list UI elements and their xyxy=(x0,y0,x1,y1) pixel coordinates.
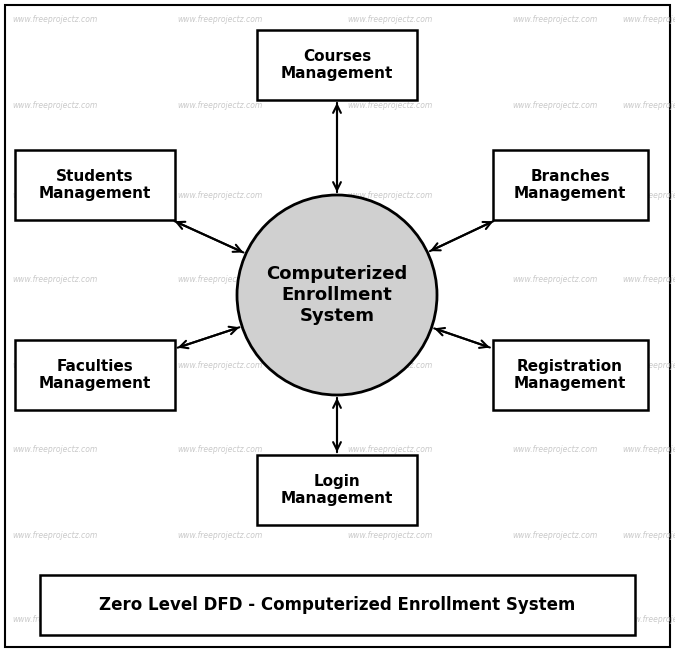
Text: www.freeprojectz.com: www.freeprojectz.com xyxy=(622,100,675,110)
Text: www.freeprojectz.com: www.freeprojectz.com xyxy=(512,190,597,200)
Text: www.freeprojectz.com: www.freeprojectz.com xyxy=(622,16,675,25)
Text: www.freeprojectz.com: www.freeprojectz.com xyxy=(12,531,98,539)
Text: www.freeprojectz.com: www.freeprojectz.com xyxy=(348,100,433,110)
Text: www.freeprojectz.com: www.freeprojectz.com xyxy=(178,190,263,200)
Text: www.freeprojectz.com: www.freeprojectz.com xyxy=(512,276,597,284)
Text: www.freeprojectz.com: www.freeprojectz.com xyxy=(12,190,98,200)
Text: www.freeprojectz.com: www.freeprojectz.com xyxy=(512,100,597,110)
Text: www.freeprojectz.com: www.freeprojectz.com xyxy=(12,276,98,284)
Text: www.freeprojectz.com: www.freeprojectz.com xyxy=(348,190,433,200)
Text: www.freeprojectz.com: www.freeprojectz.com xyxy=(12,445,98,454)
Text: www.freeprojectz.com: www.freeprojectz.com xyxy=(622,615,675,625)
Text: www.freeprojectz.com: www.freeprojectz.com xyxy=(512,16,597,25)
Circle shape xyxy=(237,195,437,395)
Text: www.freeprojectz.com: www.freeprojectz.com xyxy=(178,531,263,539)
Bar xyxy=(15,150,175,220)
Text: Zero Level DFD - Computerized Enrollment System: Zero Level DFD - Computerized Enrollment… xyxy=(99,596,576,614)
Bar xyxy=(493,150,647,220)
Text: www.freeprojectz.com: www.freeprojectz.com xyxy=(12,615,98,625)
Text: www.freeprojectz.com: www.freeprojectz.com xyxy=(178,16,263,25)
Bar xyxy=(257,30,417,100)
Text: www.freeprojectz.com: www.freeprojectz.com xyxy=(622,531,675,539)
Text: Students
Management: Students Management xyxy=(38,169,151,201)
Text: www.freeprojectz.com: www.freeprojectz.com xyxy=(178,361,263,370)
Text: Computerized
Enrollment
System: Computerized Enrollment System xyxy=(267,265,408,325)
Text: www.freeprojectz.com: www.freeprojectz.com xyxy=(12,16,98,25)
Text: www.freeprojectz.com: www.freeprojectz.com xyxy=(178,276,263,284)
Text: www.freeprojectz.com: www.freeprojectz.com xyxy=(622,190,675,200)
Text: www.freeprojectz.com: www.freeprojectz.com xyxy=(348,276,433,284)
Text: www.freeprojectz.com: www.freeprojectz.com xyxy=(178,445,263,454)
Text: www.freeprojectz.com: www.freeprojectz.com xyxy=(348,16,433,25)
Text: Courses
Management: Courses Management xyxy=(281,49,393,82)
Text: www.freeprojectz.com: www.freeprojectz.com xyxy=(512,531,597,539)
Text: www.freeprojectz.com: www.freeprojectz.com xyxy=(622,361,675,370)
Text: www.freeprojectz.com: www.freeprojectz.com xyxy=(512,615,597,625)
Text: www.freeprojectz.com: www.freeprojectz.com xyxy=(622,276,675,284)
Bar xyxy=(40,575,635,635)
Text: Faculties
Management: Faculties Management xyxy=(38,359,151,391)
Text: Registration
Management: Registration Management xyxy=(514,359,626,391)
Bar xyxy=(257,455,417,525)
Text: www.freeprojectz.com: www.freeprojectz.com xyxy=(512,445,597,454)
Text: www.freeprojectz.com: www.freeprojectz.com xyxy=(348,531,433,539)
Bar xyxy=(493,340,647,410)
Bar xyxy=(15,340,175,410)
Text: www.freeprojectz.com: www.freeprojectz.com xyxy=(622,445,675,454)
Text: www.freeprojectz.com: www.freeprojectz.com xyxy=(512,361,597,370)
Text: www.freeprojectz.com: www.freeprojectz.com xyxy=(178,100,263,110)
Text: www.freeprojectz.com: www.freeprojectz.com xyxy=(348,615,433,625)
Text: www.freeprojectz.com: www.freeprojectz.com xyxy=(348,361,433,370)
Text: www.freeprojectz.com: www.freeprojectz.com xyxy=(348,445,433,454)
Text: Login
Management: Login Management xyxy=(281,474,393,506)
Text: www.freeprojectz.com: www.freeprojectz.com xyxy=(178,615,263,625)
Text: www.freeprojectz.com: www.freeprojectz.com xyxy=(12,100,98,110)
Text: www.freeprojectz.com: www.freeprojectz.com xyxy=(12,361,98,370)
Text: Branches
Management: Branches Management xyxy=(514,169,626,201)
